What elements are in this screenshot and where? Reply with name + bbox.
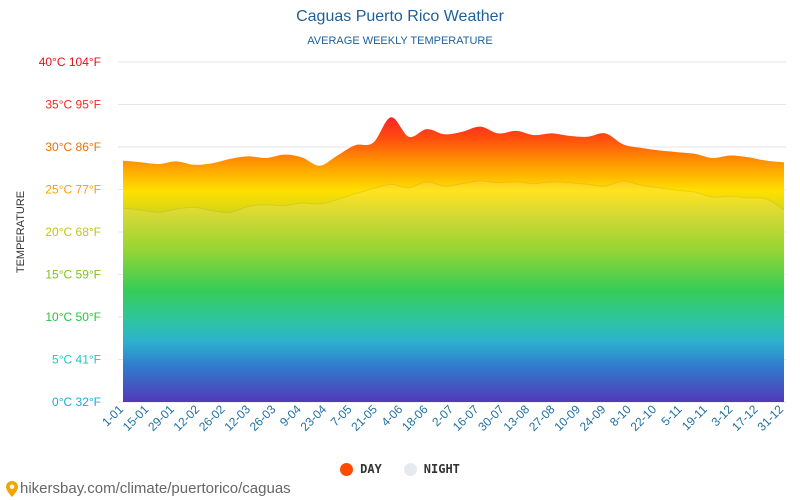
x-tick-label: 23-04: [298, 402, 330, 434]
day-series-area: [123, 117, 784, 402]
x-tick-label: 31-12: [755, 402, 787, 434]
x-tick-label: 15-01: [120, 402, 152, 434]
night-dot-icon: [403, 462, 417, 476]
x-tick-label: 30-07: [475, 402, 507, 434]
legend-day[interactable]: DAY: [340, 462, 382, 476]
chart-legend: DAY NIGHT: [0, 462, 800, 476]
x-tick-label: 18-06: [399, 402, 431, 434]
y-tick-label: 30°C 86°F: [45, 140, 101, 154]
y-tick-label: 15°C 59°F: [45, 268, 101, 282]
x-tick-label: 13-08: [501, 402, 533, 434]
x-tick-label: 24-09: [577, 402, 609, 434]
y-tick-label: 10°C 50°F: [45, 310, 101, 324]
x-tick-label: 12-02: [171, 402, 203, 434]
source-link[interactable]: hikersbay.com/climate/puertorico/caguas: [6, 480, 291, 497]
legend-day-label: DAY: [360, 462, 382, 476]
x-tick-label: 16-07: [450, 402, 482, 434]
x-tick-label: 21-05: [348, 402, 380, 434]
legend-night[interactable]: NIGHT: [403, 462, 460, 476]
y-tick-label: 35°C 95°F: [45, 98, 101, 112]
day-dot-icon: [340, 462, 354, 476]
y-tick-label: 40°C 104°F: [39, 55, 101, 69]
x-tick-label: 19-11: [679, 402, 710, 433]
legend-night-label: NIGHT: [423, 462, 460, 476]
x-tick-label: 29-01: [145, 402, 177, 434]
y-tick-label: 0°C 32°F: [52, 395, 101, 409]
chart-title: Caguas Puerto Rico Weather: [296, 8, 504, 25]
map-pin-icon: [6, 480, 18, 497]
x-tick-label: 26-03: [247, 402, 279, 434]
y-tick-label: 20°C 68°F: [45, 225, 101, 239]
x-tick-label: 27-08: [526, 402, 558, 434]
x-tick-label: 17-12: [729, 402, 761, 434]
night-series-area: [123, 180, 784, 402]
night-series-line: [122, 180, 785, 214]
x-tick-label: 22-10: [628, 402, 660, 434]
y-tick-label: 25°C 77°F: [45, 183, 101, 197]
y-axis-title: TEMPERATURE: [15, 191, 27, 273]
x-tick-label: 12-03: [221, 402, 253, 434]
y-tick-label: 5°C 41°F: [52, 353, 101, 367]
x-tick-label: 10-09: [551, 402, 583, 434]
x-tick-label: 26-02: [196, 402, 228, 434]
source-url: hikersbay.com/climate/puertorico/caguas: [20, 480, 291, 497]
chart-subtitle: AVERAGE WEEKLY TEMPERATURE: [307, 35, 493, 47]
